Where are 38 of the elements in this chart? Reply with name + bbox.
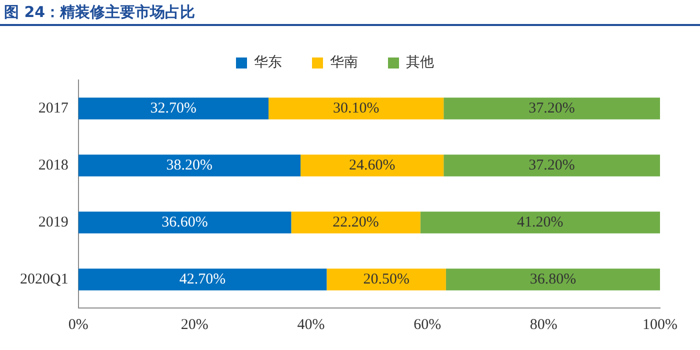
data-label: 22.20% bbox=[332, 214, 379, 230]
bar bbox=[78, 268, 327, 290]
data-label: 37.20% bbox=[528, 100, 575, 116]
chart-title: 图 24：精装修主要市场占比 bbox=[0, 0, 700, 26]
data-label: 30.10% bbox=[332, 100, 380, 116]
bar bbox=[446, 268, 660, 290]
bar bbox=[78, 98, 269, 120]
x-tick-label: 20% bbox=[180, 316, 208, 333]
x-tick-label: 60% bbox=[414, 316, 442, 333]
legend-label: 华东 bbox=[254, 54, 282, 71]
bar bbox=[78, 212, 292, 234]
bar bbox=[268, 98, 444, 120]
x-tick-label: 40% bbox=[297, 316, 325, 333]
data-label: 41.20% bbox=[517, 214, 564, 230]
bar bbox=[420, 212, 660, 234]
x-tick-label: 100% bbox=[642, 316, 678, 333]
bar bbox=[78, 154, 301, 176]
bar bbox=[291, 212, 420, 234]
x-tick-label: 0% bbox=[68, 316, 88, 333]
legend-label: 华南 bbox=[330, 54, 358, 71]
legend-label: 其他 bbox=[406, 54, 434, 71]
data-label: 38.20% bbox=[166, 157, 213, 174]
bar bbox=[326, 268, 446, 290]
data-label: 24.60% bbox=[348, 157, 396, 174]
bar bbox=[300, 154, 444, 176]
y-tick-label: 2017 bbox=[38, 100, 69, 116]
data-label: 37.20% bbox=[528, 157, 575, 174]
y-tick-label: 2020Q1 bbox=[20, 271, 68, 288]
data-label: 36.60% bbox=[162, 214, 208, 230]
data-label: 20.50% bbox=[363, 271, 410, 288]
y-tick-label: 2019 bbox=[38, 214, 68, 230]
data-label: 32.70% bbox=[150, 100, 197, 116]
y-tick-label: 2018 bbox=[38, 157, 68, 174]
bar bbox=[444, 98, 660, 120]
data-label: 42.70% bbox=[179, 271, 226, 288]
data-label: 36.80% bbox=[530, 271, 576, 288]
bar bbox=[444, 154, 660, 176]
x-tick-label: 80% bbox=[530, 316, 558, 333]
